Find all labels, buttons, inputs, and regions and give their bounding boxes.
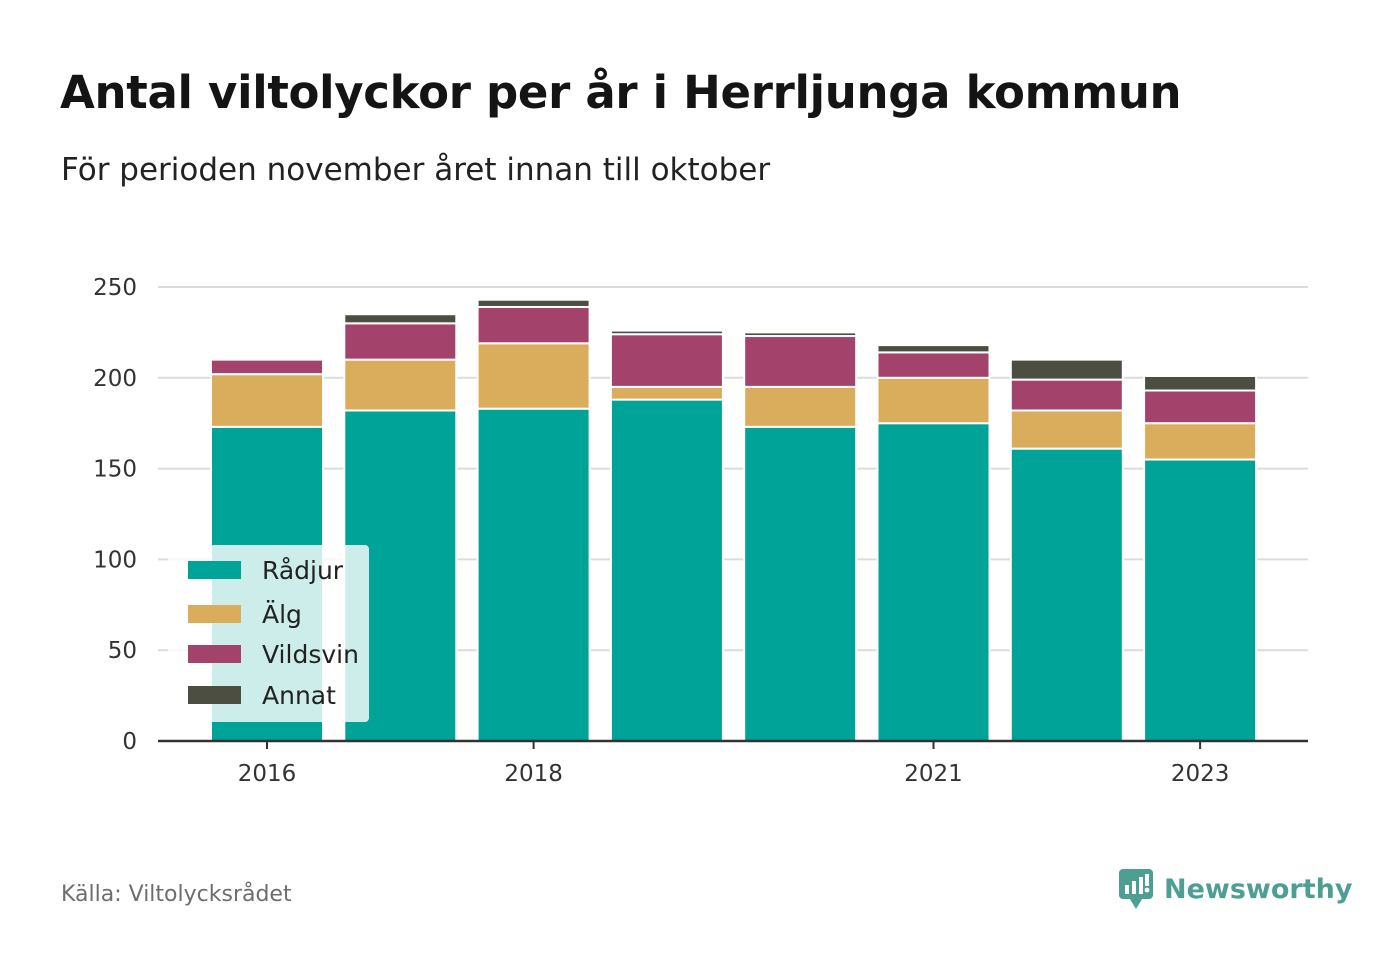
bar-segment-älg	[609, 385, 724, 401]
bar-group-2018	[476, 298, 591, 742]
bar-group-2020	[743, 331, 858, 742]
legend-swatch-vildsvin	[188, 645, 241, 663]
bar-segment-älg	[743, 385, 858, 428]
bar-segment-annat	[609, 329, 724, 336]
source-note: Källa: Viltolycksrådet	[61, 882, 292, 907]
bar-segment-vildsvin	[210, 358, 324, 376]
bar-segment-annat	[343, 313, 458, 325]
legend-swatch-rådjur	[188, 561, 241, 579]
bar-segment-rådjur	[876, 422, 991, 742]
bar-segment-vildsvin	[476, 305, 591, 345]
bar-segment-annat	[1009, 358, 1124, 381]
bar-segment-vildsvin	[1143, 389, 1258, 425]
bar-segment-vildsvin	[609, 333, 724, 388]
bar-segment-annat	[743, 331, 858, 338]
y-tick-label: 200	[93, 366, 137, 392]
x-tick-label: 2018	[504, 761, 563, 787]
legend-box	[168, 545, 369, 722]
chart-title: Antal viltolyckor per år i Herrljunga ko…	[60, 66, 1182, 119]
stacked-bar-chart: 0 50 100 150 200 250 2016 2018 2021 2023 Rådjur Ä…	[93, 275, 1308, 787]
bar-segment-annat	[476, 298, 591, 308]
x-tick-label: 2016	[238, 761, 297, 787]
bar-segment-annat	[876, 344, 991, 354]
bar-segment-rådjur	[476, 407, 591, 742]
chart-subtitle: För perioden november året innan till ok…	[61, 152, 771, 188]
newsworthy-logo-icon	[1119, 869, 1153, 909]
y-tick-label: 250	[93, 275, 137, 301]
y-axis-ticks: 0 50 100 150 200 250	[93, 275, 137, 755]
bar-segment-vildsvin	[876, 351, 991, 379]
bar-segment-rådjur	[1009, 447, 1124, 742]
bar-segment-vildsvin	[1009, 378, 1124, 412]
bar-segment-älg	[210, 373, 324, 428]
bar-segment-älg	[343, 358, 458, 412]
y-tick-label: 0	[122, 729, 137, 755]
x-axis: 2016 2018 2021 2023	[158, 739, 1308, 787]
bar-segment-rådjur	[609, 398, 724, 742]
bar-group-2022	[1009, 358, 1124, 742]
y-tick-label: 150	[93, 457, 137, 483]
x-tick-label: 2023	[1171, 761, 1230, 787]
bar-segment-vildsvin	[343, 322, 458, 361]
legend-label: Annat	[262, 681, 336, 710]
bar-segment-rådjur	[743, 425, 858, 742]
bar-segment-annat	[1143, 374, 1258, 392]
legend-label: Vildsvin	[262, 640, 359, 669]
x-tick-label: 2021	[904, 761, 963, 787]
bar-segment-älg	[476, 342, 591, 410]
bar-segment-älg	[1143, 422, 1258, 461]
bar-group-2019	[609, 329, 724, 742]
legend-label: Rådjur	[262, 556, 344, 585]
bar-group-2023	[1143, 374, 1258, 742]
y-tick-label: 50	[108, 638, 137, 664]
newsworthy-brand[interactable]: Newsworthy	[1118, 868, 1352, 910]
bar-segment-älg	[1009, 409, 1124, 450]
bar-segment-älg	[876, 376, 991, 425]
legend: Rådjur Älg Vildsvin Annat	[168, 545, 369, 722]
legend-label: Älg	[262, 600, 302, 629]
legend-swatch-älg	[188, 605, 241, 623]
bar-segment-rådjur	[1143, 458, 1258, 742]
y-tick-label: 100	[93, 547, 137, 573]
bar-segment-vildsvin	[743, 335, 858, 388]
legend-swatch-annat	[188, 686, 241, 704]
brand-name: Newsworthy	[1164, 873, 1353, 905]
bar-group-2021	[876, 344, 991, 742]
